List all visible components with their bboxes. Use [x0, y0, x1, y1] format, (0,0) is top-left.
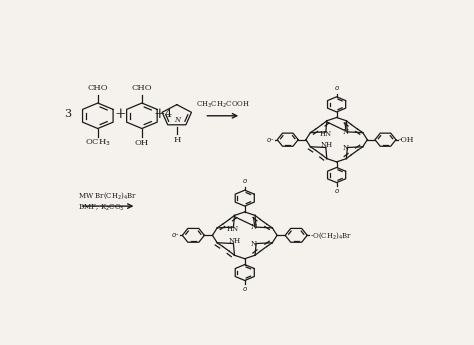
Text: HN: HN	[319, 130, 331, 138]
Text: NH: NH	[228, 237, 240, 245]
Text: $o$: $o$	[334, 84, 339, 92]
Text: 4: 4	[165, 109, 172, 119]
Text: $o$: $o$	[242, 177, 248, 185]
Text: $o$-: $o$-	[171, 231, 179, 239]
Text: NH: NH	[321, 141, 333, 149]
Text: CHO: CHO	[132, 85, 152, 92]
Text: -OH: -OH	[399, 136, 414, 144]
Text: $o$: $o$	[242, 285, 248, 293]
Text: $o$-: $o$-	[266, 136, 274, 144]
Text: +: +	[114, 107, 126, 121]
Text: +: +	[154, 107, 165, 121]
Text: N: N	[174, 116, 180, 124]
Text: -O(CH$_2$)$_4$Br: -O(CH$_2$)$_4$Br	[310, 230, 353, 240]
Text: N: N	[342, 128, 348, 136]
Text: CH$_3$CH$_2$COOH: CH$_3$CH$_2$COOH	[196, 99, 250, 110]
Text: 3: 3	[64, 109, 71, 119]
Text: MW Br(CH$_2$)$_4$Br: MW Br(CH$_2$)$_4$Br	[78, 191, 137, 201]
Text: OCH$_3$: OCH$_3$	[85, 138, 111, 148]
Text: $o$: $o$	[334, 187, 339, 195]
Text: N: N	[342, 144, 348, 152]
Text: CHO: CHO	[88, 85, 108, 92]
Text: N: N	[251, 223, 257, 231]
Text: HN: HN	[227, 226, 239, 234]
Text: N: N	[251, 240, 257, 248]
Text: H: H	[173, 136, 181, 144]
Text: OH: OH	[135, 139, 149, 147]
Text: DMF, K$_2$CO$_3$: DMF, K$_2$CO$_3$	[78, 202, 124, 213]
